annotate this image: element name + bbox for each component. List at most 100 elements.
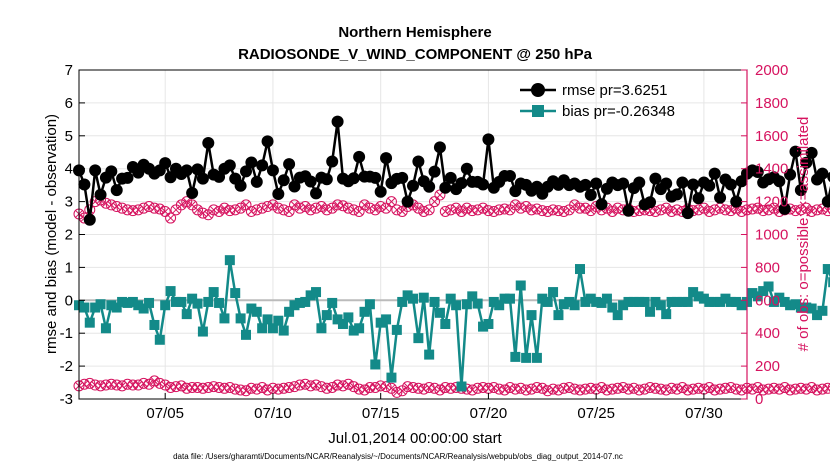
y-left-tick-label: 5 <box>65 128 73 145</box>
bias-point <box>321 310 332 321</box>
rmse-point <box>821 195 830 208</box>
bias-point <box>197 326 208 337</box>
bias-point <box>747 288 758 299</box>
rmse-point <box>374 185 387 198</box>
bias-point <box>467 291 478 302</box>
y-right-tick-label: 200 <box>755 358 780 375</box>
rmse-point <box>789 145 802 158</box>
rmse-point <box>579 178 592 191</box>
bias-point <box>634 296 645 307</box>
rmse-point <box>681 207 694 220</box>
obs-count-point <box>499 384 511 396</box>
bias-point <box>774 292 785 303</box>
bias-point <box>456 381 467 392</box>
bias-point <box>693 291 704 302</box>
bias-point <box>224 255 235 266</box>
rmse-point <box>784 168 797 181</box>
bias-point <box>451 300 462 311</box>
rmse-point <box>708 167 721 180</box>
rmse-point <box>816 167 829 180</box>
bias-point <box>494 300 505 311</box>
rmse-point <box>590 177 603 190</box>
obs-count-point <box>348 381 360 393</box>
rmse-point <box>180 164 193 177</box>
left-axis: -3 -2 -1 0 1 2 3 4 5 6 7 <box>60 62 85 408</box>
rmse-point <box>105 165 118 178</box>
obs-count-point <box>671 204 683 216</box>
bias-point <box>413 333 424 344</box>
bias-point <box>230 288 241 299</box>
bias-point <box>677 296 688 307</box>
bias-point <box>111 302 122 313</box>
bias-point <box>187 293 198 304</box>
bias-point <box>688 287 699 298</box>
bias-point <box>558 299 569 310</box>
obs-count-point <box>434 384 446 396</box>
obs-count-point <box>827 383 830 392</box>
rmse-point <box>94 188 107 201</box>
obs-count-point <box>148 375 160 387</box>
rmse-point <box>304 175 317 188</box>
obs-count-point <box>412 202 424 214</box>
bias-point <box>154 334 165 345</box>
bias-point <box>343 312 354 323</box>
y-axis-right-label: # of obs: o=possible; ×=assimilated <box>795 117 812 352</box>
bias-point <box>381 314 392 325</box>
rmse-point <box>444 171 457 184</box>
bias-point <box>84 317 95 328</box>
bias-point <box>531 352 542 363</box>
obs-count-point <box>267 199 279 211</box>
bias-point <box>488 296 499 307</box>
x-tick-label: 07/25 <box>577 405 615 422</box>
x-tick-label: 07/30 <box>685 405 723 422</box>
obs-count-point <box>569 199 581 211</box>
rmse-point <box>439 181 452 194</box>
x-tick-label: 07/20 <box>470 405 508 422</box>
rmse-point <box>121 171 134 184</box>
bias-point <box>483 318 494 329</box>
obs-count-point <box>315 201 327 213</box>
bias-point <box>402 290 413 301</box>
bias-point <box>720 293 731 304</box>
rmse-point <box>622 204 635 217</box>
obs-count-point <box>326 202 338 214</box>
legend: rmse pr=3.6251 bias pr=-0.26348 <box>520 82 675 120</box>
obs-count-point <box>213 205 225 217</box>
bias-point <box>337 318 348 329</box>
rmse-point <box>794 184 807 197</box>
obs-count-point <box>208 204 220 216</box>
obs-count-point <box>461 202 473 214</box>
rmse-point <box>649 172 662 185</box>
bias-point <box>267 323 278 334</box>
bias-point <box>472 298 483 309</box>
y-right-tick-label: 1800 <box>755 95 788 112</box>
rmse-point <box>320 173 333 186</box>
obs-count-point <box>256 381 268 393</box>
bias-point <box>181 309 192 320</box>
rmse-point <box>234 179 247 192</box>
bias-point <box>214 297 225 308</box>
bias-point <box>348 325 359 336</box>
obs-count-point <box>385 196 397 208</box>
obs-count-point <box>423 204 435 216</box>
rmse-point <box>326 155 339 168</box>
rmse-point <box>676 176 689 189</box>
obs-count-point <box>752 381 764 393</box>
rmse-point <box>396 171 409 184</box>
rmse-point <box>401 195 414 208</box>
y-left-tick-label: 1 <box>65 259 73 276</box>
bias-point <box>768 296 779 307</box>
y-left-tick-label: 4 <box>65 161 73 178</box>
rmse-point <box>89 164 102 177</box>
bias-point <box>305 290 316 301</box>
rmse-point <box>730 195 743 208</box>
obs-count-point <box>509 199 521 211</box>
bias-point <box>752 291 763 302</box>
obs-count-point <box>520 201 532 213</box>
bias-point <box>499 293 510 304</box>
rmse-point <box>482 133 495 146</box>
bias-point <box>812 310 823 321</box>
bias-point <box>504 293 515 304</box>
bias-point <box>95 299 106 310</box>
obs-count-point <box>143 378 155 390</box>
